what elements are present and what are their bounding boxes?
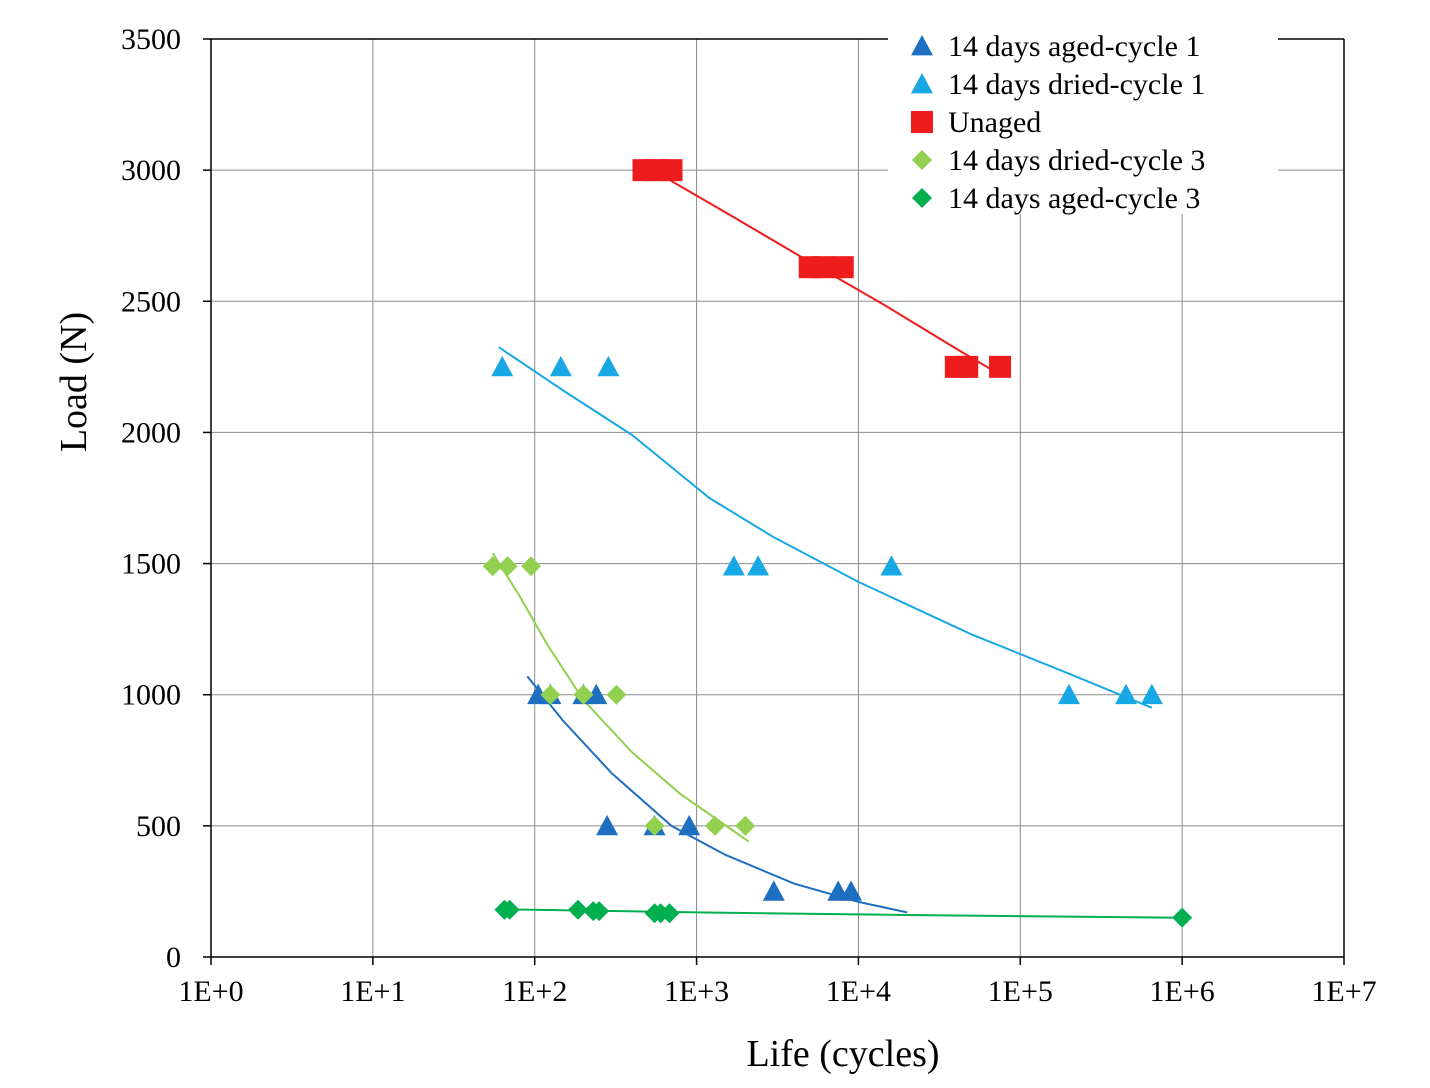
legend-background — [888, 24, 1278, 214]
data-point-series-4 — [482, 556, 503, 577]
data-point-series-2 — [747, 555, 770, 576]
y-tick-label: 2000 — [121, 416, 181, 449]
data-point-series-4 — [705, 815, 726, 836]
legend: 14 days aged-cycle 1 14 days dried-cycle … — [911, 30, 1205, 215]
y-tick-label: 1500 — [121, 548, 181, 581]
legend-marker-series-5 — [912, 188, 932, 208]
data-point-series-5 — [1172, 907, 1193, 928]
data-point-series-4 — [735, 815, 756, 836]
x-tick-label: 1E+5 — [988, 975, 1053, 1008]
data-point-series-4 — [521, 556, 542, 577]
axes: 1E+0 1E+1 1E+2 1E+3 1E+4 1E+5 1E+6 1E+7 0 500 1000… — [121, 23, 1377, 1008]
trendline-series-3 — [642, 164, 1001, 376]
x-axis-title: Life (cycles) — [746, 1033, 939, 1075]
data-point-series-2 — [1140, 683, 1163, 705]
legend-label-series-4: 14 days dried-cycle 3 — [948, 144, 1205, 177]
legend-marker-series-1 — [911, 35, 933, 56]
data-point-series-2 — [880, 555, 903, 576]
x-tick-label: 1E+3 — [664, 975, 729, 1008]
data-point-series-5 — [589, 901, 610, 922]
x-tick-label: 1E+4 — [826, 975, 891, 1008]
data-point-series-1 — [762, 880, 785, 901]
y-tick-label: 3500 — [121, 23, 181, 56]
x-tick-label: 1E+0 — [178, 975, 243, 1008]
data-point-series-2 — [1058, 683, 1081, 705]
legend-label-series-5: 14 days aged-cycle 3 — [948, 182, 1200, 215]
data-point-series-2 — [597, 355, 620, 377]
x-tick-label: 1E+7 — [1311, 975, 1376, 1008]
data-markers — [482, 159, 1193, 928]
legend-label-series-2: 14 days dried-cycle 1 — [948, 68, 1205, 101]
data-point-series-4 — [573, 684, 594, 705]
data-point-series-3 — [956, 355, 979, 378]
data-point-series-4 — [644, 815, 665, 836]
data-point-series-1 — [840, 880, 863, 901]
data-point-series-2 — [491, 355, 514, 377]
y-tick-label: 1000 — [121, 679, 181, 712]
legend-label-series-3: Unaged — [948, 106, 1041, 139]
data-point-series-1 — [678, 814, 701, 836]
data-point-series-2 — [722, 555, 745, 576]
data-point-series-2 — [549, 355, 572, 377]
data-point-series-1 — [585, 683, 608, 705]
x-tick-label: 1E+1 — [340, 975, 405, 1008]
data-point-series-5 — [567, 899, 588, 920]
legend-label-series-1: 14 days aged-cycle 1 — [948, 30, 1200, 63]
data-point-series-5 — [499, 899, 520, 920]
data-point-series-5 — [659, 903, 680, 924]
legend-marker-series-4 — [912, 150, 932, 170]
y-axis-title: Load (N) — [53, 312, 95, 452]
x-tick-label: 1E+2 — [502, 975, 567, 1008]
data-point-series-1 — [596, 814, 619, 836]
y-tick-label: 500 — [136, 810, 181, 843]
data-point-series-3 — [831, 256, 854, 279]
data-point-series-4 — [540, 684, 561, 705]
data-point-series-4 — [497, 556, 518, 577]
legend-marker-series-2 — [911, 73, 933, 94]
y-tick-label: 0 — [166, 941, 181, 974]
y-tick-label: 3000 — [121, 154, 181, 187]
trendline-series-4 — [491, 552, 750, 843]
legend-marker-series-3 — [911, 111, 933, 133]
data-point-series-2 — [1115, 683, 1138, 705]
trendline-series-2 — [498, 346, 1153, 709]
y-tick-label: 2500 — [121, 285, 181, 318]
data-point-series-3 — [660, 159, 683, 182]
data-point-series-3 — [989, 355, 1012, 378]
data-point-series-3 — [811, 256, 834, 279]
gridlines — [211, 39, 1344, 957]
data-point-series-4 — [606, 684, 627, 705]
x-tick-label: 1E+6 — [1150, 975, 1215, 1008]
